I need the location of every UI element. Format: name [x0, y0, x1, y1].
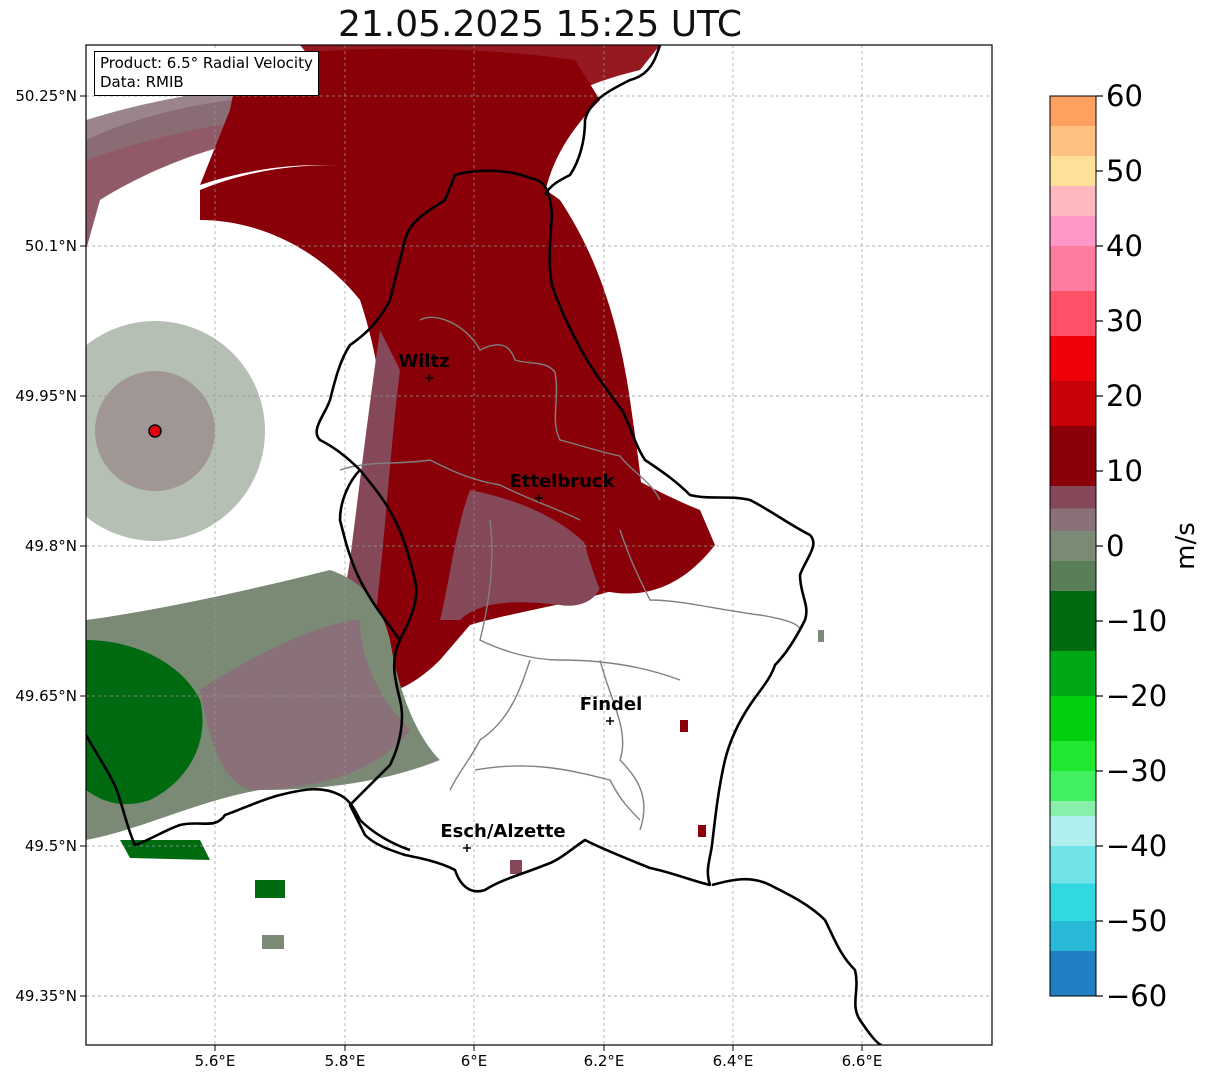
lon-tick-label: 5.6°E: [194, 1052, 236, 1070]
echo-speck: [698, 825, 706, 837]
echo-speck: [510, 860, 522, 874]
colorbar-band: [1050, 216, 1096, 246]
map-title: 21.05.2025 15:25 UTC: [337, 4, 743, 45]
colorbar-band: [1050, 591, 1096, 651]
colorbar-tick-label: −40: [1106, 829, 1168, 863]
colorbar-band: [1050, 156, 1096, 186]
echo-red-north-2: [300, 45, 660, 110]
echo-mauve-sw: [200, 620, 410, 790]
lat-tick-label: 49.65°N: [15, 687, 77, 705]
plot-frame: [85, 44, 993, 1046]
colorbar-band: [1050, 486, 1096, 509]
echo-red-east: [560, 430, 715, 594]
colorbar-band: [1050, 381, 1096, 426]
radar-echoes: [86, 45, 824, 949]
colorbar-tick-label: 40: [1106, 229, 1143, 263]
colorbar-band: [1050, 951, 1096, 996]
lon-tick-label: 6.4°E: [712, 1052, 754, 1070]
city-label-wiltz: Wiltz: [398, 351, 450, 372]
colorbar-band: [1050, 291, 1096, 336]
colorbar-band: [1050, 126, 1096, 156]
colorbar-tick-label: 0: [1106, 529, 1125, 563]
colorbar-band: [1050, 336, 1096, 381]
country-borders: [86, 45, 883, 1045]
city-label-findel: Findel: [579, 694, 643, 715]
colorbar-tick-label: 50: [1106, 154, 1143, 188]
colorbar-band: [1050, 816, 1096, 846]
echo-green-sw: [86, 640, 203, 805]
lon-tick-label: 5.8°E: [324, 1052, 366, 1070]
colorbar-band: [1050, 921, 1096, 951]
colorbar-band: [1050, 246, 1096, 291]
lon-tick-label: 6.2°E: [583, 1052, 625, 1070]
axis-ticks: [80, 95, 863, 1051]
colorbar-tick-label: −10: [1106, 604, 1168, 638]
colorbar-tick-label: −60: [1106, 979, 1168, 1013]
colorbar-tick-label: 60: [1106, 79, 1143, 113]
colorbar-band: [1050, 561, 1096, 591]
colorbar-band: [1050, 651, 1096, 696]
colorbar-band: [1050, 883, 1096, 921]
product-info-box: Product: 6.5° Radial Velocity Data: RMIB: [94, 51, 319, 96]
colorbar-ticks: [1096, 95, 1103, 997]
colorbar-band: [1050, 846, 1096, 884]
radar-site-marker: [148, 424, 162, 438]
echo-speck: [262, 935, 284, 949]
colorbar-tick-label: −20: [1106, 679, 1168, 713]
lat-tick-label: 49.95°N: [15, 387, 77, 405]
colorbar-tick-label: 20: [1106, 379, 1143, 413]
echo-red-north: [200, 48, 600, 240]
colorbar-tick-label: 10: [1106, 454, 1143, 488]
city-markers: [425, 374, 614, 852]
echo-green-sw-edge: [120, 840, 210, 860]
colorbar-band: [1050, 426, 1096, 486]
city-label-esch-alzette: Esch/Alzette: [440, 821, 566, 842]
echo-speck: [680, 720, 688, 732]
colorbar-band: [1050, 186, 1096, 216]
lat-tick-label: 50.1°N: [24, 237, 77, 255]
lat-tick-label: 49.35°N: [15, 987, 77, 1005]
colorbar-band: [1050, 696, 1096, 741]
colorbar-band: [1050, 771, 1096, 801]
gridlines: [86, 45, 992, 1045]
lon-tick-label: 6°E: [460, 1052, 488, 1070]
canton-borders: [339, 316, 801, 831]
lat-tick-label: 49.8°N: [24, 537, 77, 555]
colorbar-band: [1050, 801, 1096, 816]
colorbar-band: [1050, 508, 1096, 531]
colorbar-band: [1050, 96, 1096, 126]
lat-tick-label: 50.25°N: [15, 87, 77, 105]
echo-mauve-mid: [440, 490, 603, 620]
data-source-label: Data: RMIB: [100, 73, 184, 91]
colorbar: [1050, 96, 1096, 996]
colorbar-band: [1050, 531, 1096, 561]
echo-speck: [818, 630, 824, 642]
product-label: Product: 6.5° Radial Velocity: [100, 54, 313, 72]
colorbar-tick-label: −30: [1106, 754, 1168, 788]
colorbar-band: [1050, 741, 1096, 771]
colorbar-unit-label: m/s: [1171, 522, 1201, 570]
colorbar-tick-label: 30: [1106, 304, 1143, 338]
city-label-ettelbruck: Ettelbruck: [509, 471, 615, 492]
echo-speck: [255, 880, 285, 898]
lon-tick-label: 6.6°E: [841, 1052, 883, 1070]
colorbar-tick-label: −50: [1106, 904, 1168, 938]
lat-tick-label: 49.5°N: [24, 837, 77, 855]
